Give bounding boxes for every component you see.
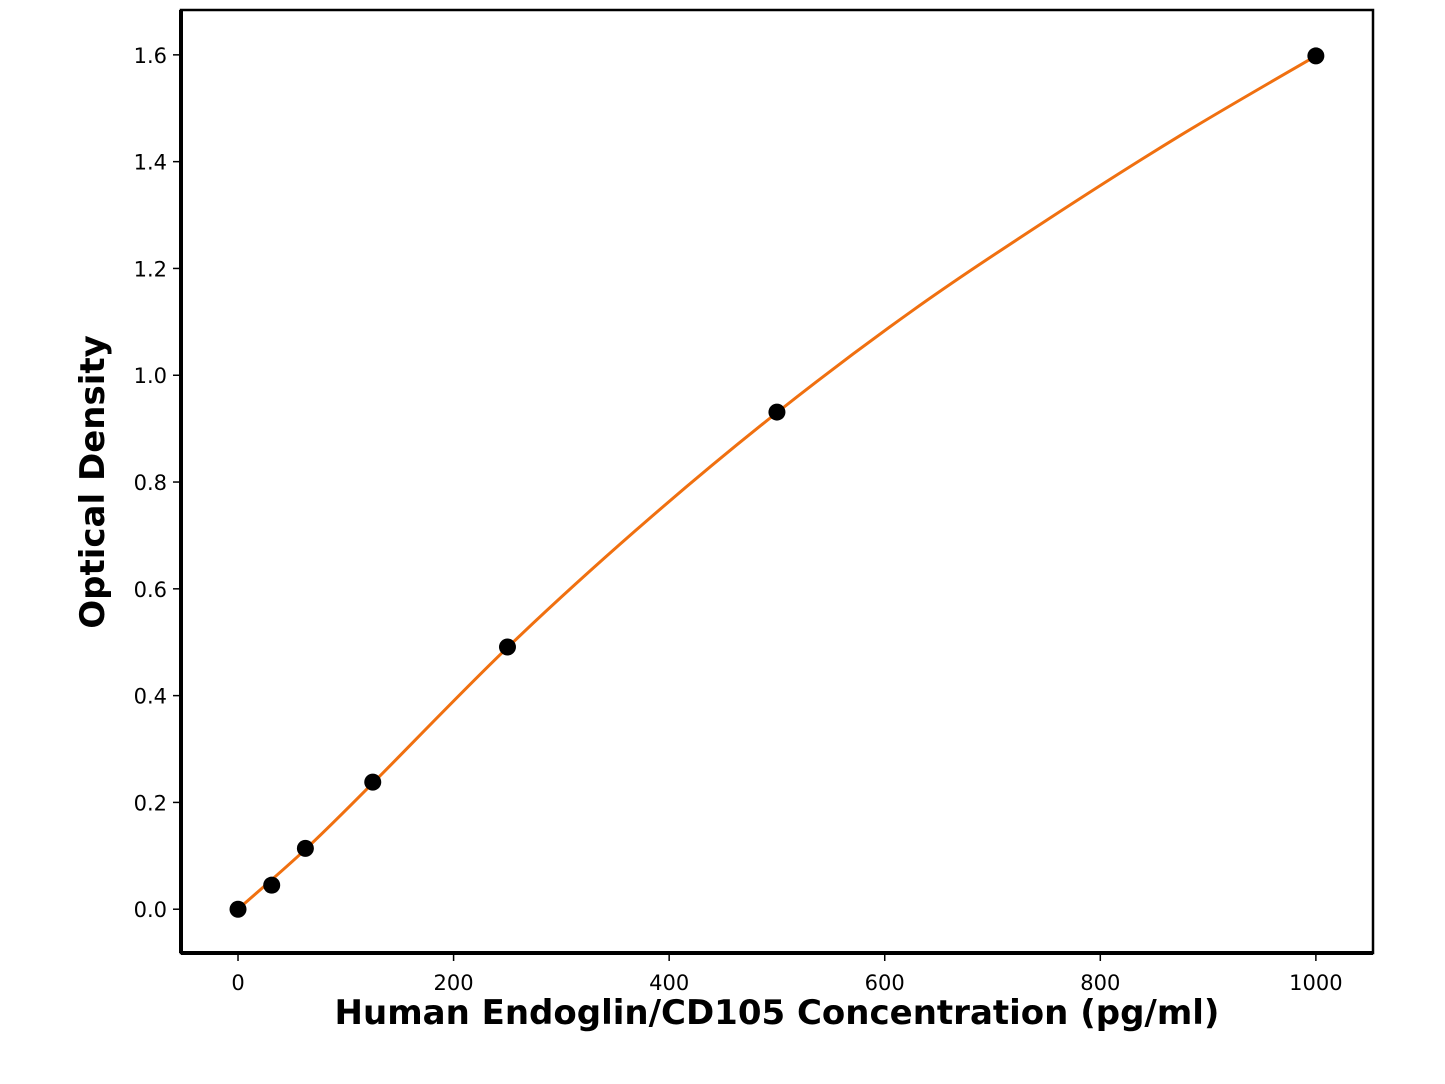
y-tick-label: 1.2 [134, 257, 167, 281]
x-tick-label: 600 [865, 971, 905, 995]
plot-frame [179, 8, 1375, 955]
data-point [364, 773, 382, 791]
y-tick-label: 0.2 [134, 791, 167, 815]
y-tick-label: 0.0 [134, 898, 167, 922]
x-tick-label: 400 [649, 971, 689, 995]
y-tick-label: 1.6 [134, 44, 167, 68]
x-tick-label: 1000 [1289, 971, 1342, 995]
x-tick-label: 800 [1080, 971, 1120, 995]
y-tick-label: 1.0 [134, 364, 167, 388]
y-tick-label: 0.4 [134, 685, 167, 709]
x-tick-label: 0 [231, 971, 244, 995]
data-point [229, 900, 247, 918]
data-point [1307, 47, 1325, 65]
data-point [263, 876, 281, 894]
y-tick-label: 1.4 [134, 151, 167, 175]
data-point [498, 638, 516, 656]
x-tick-label: 200 [434, 971, 474, 995]
y-axis-label: Optical Density [73, 335, 113, 629]
y-tick-label: 0.8 [134, 471, 167, 495]
data-point [768, 403, 786, 421]
data-point [296, 839, 314, 857]
fit-curve [237, 54, 1317, 911]
y-tick-label: 0.6 [134, 578, 167, 602]
x-axis-label: Human Endoglin/CD105 Concentration (pg/m… [335, 993, 1220, 1033]
